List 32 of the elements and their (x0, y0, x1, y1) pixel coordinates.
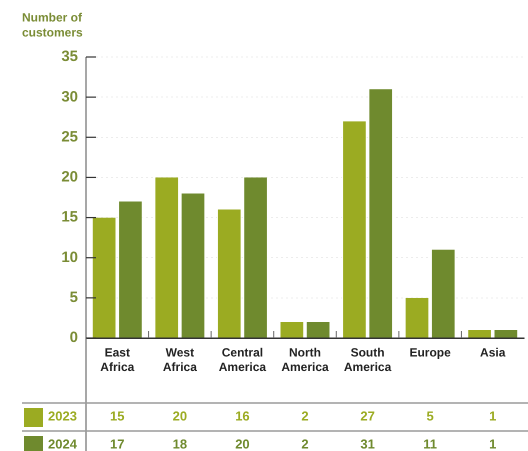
x-tick-label: Asia (480, 346, 506, 360)
legend-label: 2023 (48, 408, 77, 424)
data-label: 1 (489, 408, 496, 424)
data-label: 17 (110, 436, 125, 451)
x-tick-label: North America (281, 346, 329, 374)
x-tick-label: West Africa (162, 346, 198, 374)
legend-label: 2024 (48, 436, 78, 451)
data-label: 31 (360, 436, 375, 451)
data-label: 1 (489, 436, 496, 451)
data-label: 11 (423, 436, 438, 451)
y-tick-label: 30 (61, 88, 78, 106)
y-tick-label: 25 (61, 128, 78, 146)
x-tick-label: East Africa (100, 346, 135, 374)
y-tick-label: 20 (61, 168, 78, 186)
y-tick-label: 0 (70, 329, 78, 346)
y-tick-label: 5 (70, 289, 78, 306)
data-label: 20 (172, 408, 188, 424)
x-tick-label: Europe (409, 346, 452, 360)
data-label: 5 (426, 408, 434, 424)
data-label: 16 (235, 408, 250, 424)
data-label: 2 (301, 436, 309, 451)
y-tick-label: 35 (61, 48, 78, 66)
y-tick-label: 10 (61, 248, 78, 266)
y-axis-title: Number of customers (22, 10, 84, 40)
data-label: 27 (360, 408, 375, 424)
x-tick-label: South America (344, 346, 392, 374)
data-label: 15 (110, 408, 125, 424)
data-label: 2 (301, 408, 309, 424)
x-tick-label: Central America (218, 346, 266, 374)
data-label: 20 (235, 436, 250, 451)
data-label: 18 (172, 436, 188, 451)
y-tick-label: 15 (61, 208, 78, 226)
